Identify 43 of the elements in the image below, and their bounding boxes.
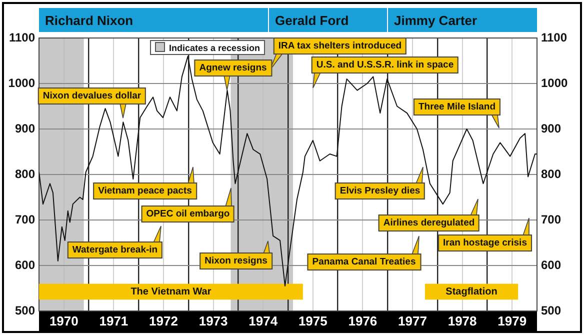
x-tick-label: 1970 [49, 313, 78, 328]
y-tick-label: 1000 [8, 76, 36, 90]
y2-tick-label: 700 [541, 212, 562, 226]
y2-tick-label: 800 [541, 166, 562, 181]
y-tick-label: 500 [14, 303, 36, 318]
y2-tick-label: 1000 [541, 76, 568, 90]
annotation: Nixon devalues dollar [38, 88, 146, 104]
annotation: Elvis Presley dies [334, 182, 426, 200]
annotation: Vietnam peace pacts [93, 182, 197, 200]
x-tick-label: 1975 [298, 313, 328, 328]
y2-tick-label: 900 [541, 121, 562, 136]
y2-tick-label: 600 [541, 258, 562, 272]
x-tick-label: 1976 [348, 313, 378, 328]
x-tick-label: 1974 [248, 313, 278, 328]
y-tick-label: 800 [14, 166, 36, 181]
band-label: The Vietnam War [130, 286, 212, 298]
annotation: Agnew resigns [194, 60, 272, 76]
annotation: OPEC oil embargo [141, 206, 235, 222]
text: Jimmy Carter [388, 8, 537, 32]
x-tick-label: 1979 [498, 313, 527, 328]
y-tick-label: 1100 [8, 30, 36, 44]
annotation: Airlines deregulated [378, 214, 480, 232]
annotation: U.S. and U.S.S.R. link in space [311, 56, 459, 74]
annotation: Indicates a recession [150, 40, 266, 55]
x-tick-label: 1977 [398, 313, 427, 328]
y-tick-label: 600 [14, 258, 36, 272]
x-tick-label: 1973 [198, 313, 228, 328]
annotation: Nixon resigns [200, 252, 272, 270]
x-tick-label: 1971 [99, 313, 128, 328]
annotation: Panama Canal Treaties [307, 254, 421, 270]
text: Richard Nixon [39, 8, 268, 32]
y2-tick-label: 500 [541, 303, 562, 318]
y-tick-label: 900 [14, 121, 36, 136]
y-tick-label: 700 [14, 212, 36, 226]
text: Gerald Ford [269, 8, 387, 32]
annotation: Watergate break-in [67, 242, 163, 258]
band-label: Stagflation [446, 286, 498, 298]
annotation: Iran hostage crisis [438, 234, 532, 252]
x-tick-label: 1972 [149, 313, 178, 328]
annotation: IRA tax shelters introduced [273, 38, 407, 54]
x-tick-label: 1978 [448, 313, 477, 328]
y2-tick-label: 1100 [541, 30, 568, 44]
annotation: Three Mile Island [413, 98, 501, 116]
